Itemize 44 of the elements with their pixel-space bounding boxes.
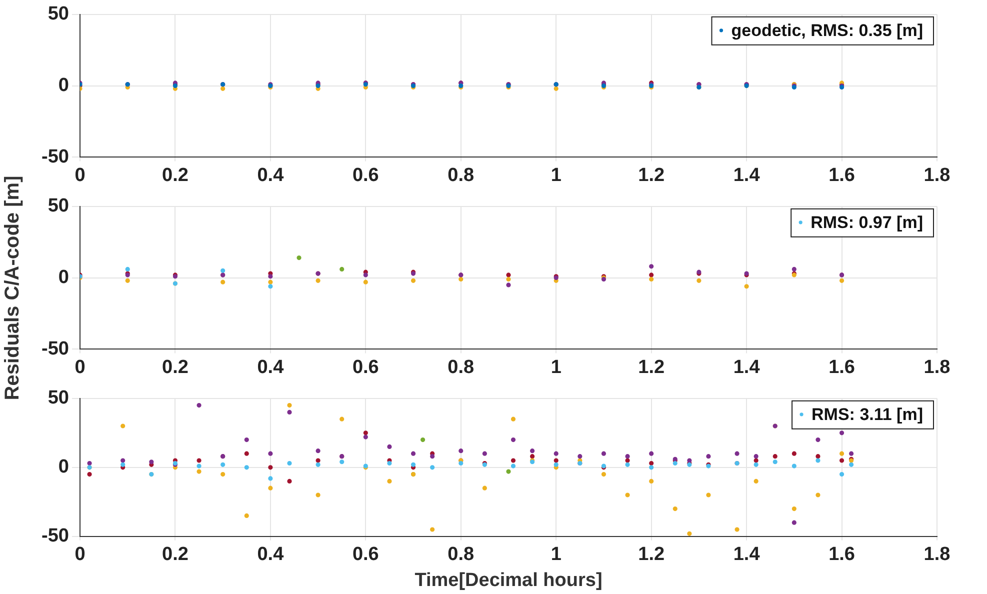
- x-tick-label: 0.8: [448, 164, 474, 186]
- x-tick-label: 1: [550, 544, 562, 566]
- x-tick-label: 1.4: [733, 544, 760, 566]
- x-tick-label: 0.8: [448, 544, 474, 566]
- x-tick-label: 1.4: [733, 164, 760, 186]
- y-tick-label: 50: [48, 196, 69, 217]
- x-tick-label: 0.4: [257, 164, 284, 186]
- y-tick-label: 0: [58, 75, 69, 96]
- x-tick-label: 0.2: [162, 544, 188, 566]
- x-tick-label: 1: [550, 356, 562, 378]
- y-tick-label: 50: [48, 4, 69, 25]
- x-tick-label: 1.4: [733, 356, 760, 378]
- x-tick-label: 0.2: [162, 164, 188, 186]
- legend-label: RMS: 0.97 [m]: [810, 213, 924, 232]
- x-tick-label: 1.2: [638, 544, 665, 566]
- x-tick-label: 1.8: [924, 544, 950, 566]
- x-tick-label: 0: [74, 544, 86, 566]
- x-tick-label: 0.2: [162, 356, 188, 378]
- x-tick-label: 0.6: [352, 356, 379, 378]
- x-tick-label: 1.6: [828, 164, 855, 186]
- x-tick-label: 1.6: [828, 356, 855, 378]
- x-tick-label: 1.2: [638, 356, 665, 378]
- x-tick-label: 0.8: [448, 356, 474, 378]
- y-tick-label: 0: [58, 267, 69, 288]
- x-tick-label: 0.6: [352, 164, 379, 186]
- x-tick-label: 1.2: [638, 164, 665, 186]
- y-tick-label: -50: [42, 338, 69, 360]
- x-tick-label: 1.8: [924, 356, 950, 378]
- x-tick-label: 1.6: [828, 544, 855, 566]
- y-tick-label: -50: [42, 526, 69, 547]
- x-axis-title: Time[Decimal hours]: [414, 570, 602, 591]
- x-tick-label: 1: [550, 164, 562, 186]
- x-tick-label: 0: [74, 164, 86, 186]
- x-tick-label: 0.4: [257, 356, 284, 378]
- x-tick-label: 0.4: [257, 544, 284, 566]
- y-axis-title: Residuals C/A-code [m]: [2, 176, 24, 400]
- legend-label: RMS: 3.11 [m]: [812, 405, 924, 424]
- y-tick-label: -50: [42, 146, 69, 168]
- y-tick-label: 0: [58, 456, 69, 478]
- x-tick-label: 0.6: [352, 544, 379, 566]
- x-tick-label: 1.8: [924, 164, 950, 186]
- legend-label: geodetic, RMS: 0.35 [m]: [731, 21, 924, 40]
- x-tick-label: 0: [74, 356, 86, 378]
- y-tick-label: 50: [48, 388, 69, 409]
